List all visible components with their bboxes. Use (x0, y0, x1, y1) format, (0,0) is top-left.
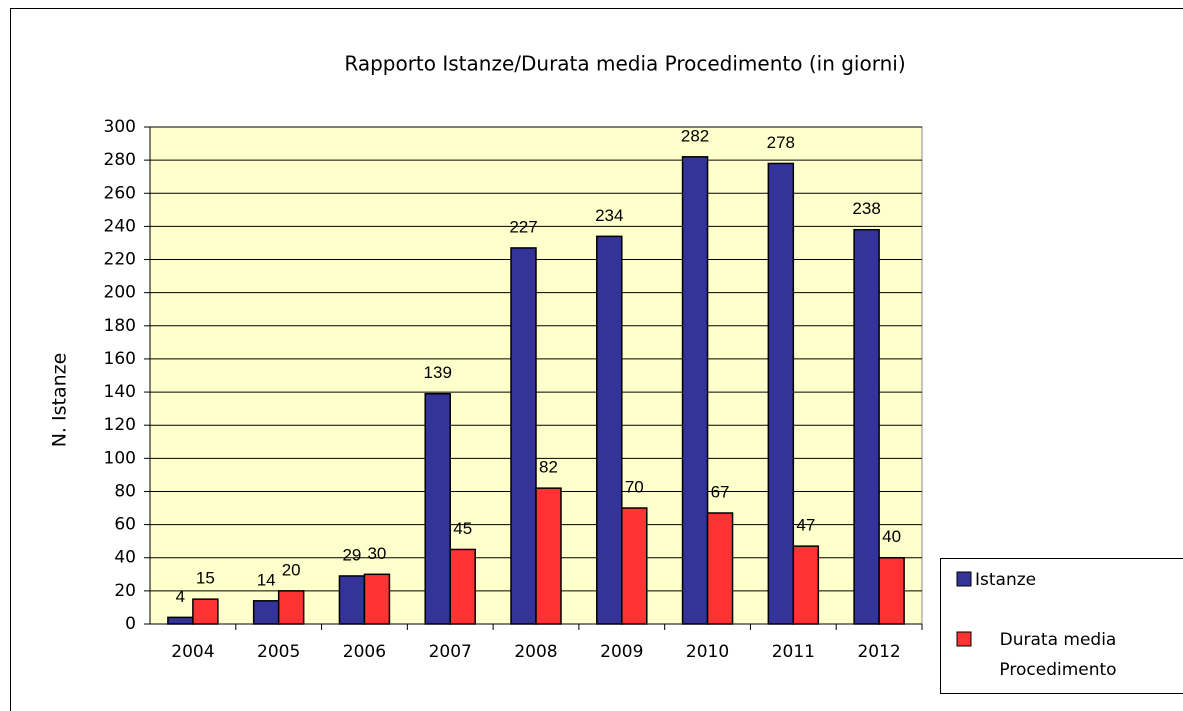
x-tick-label: 2008 (514, 642, 557, 662)
y-tick-label: 300 (104, 117, 136, 137)
x-tick-label: 2004 (171, 642, 214, 662)
value-label: 29 (342, 545, 361, 564)
y-tick-label: 200 (104, 283, 136, 303)
value-label: 227 (509, 217, 537, 236)
x-tick-label: 2005 (257, 642, 300, 662)
value-label: 278 (767, 133, 795, 152)
value-label: 70 (625, 478, 644, 497)
bar (449, 548, 476, 625)
value-label: 238 (852, 199, 880, 218)
legend-swatch (956, 631, 972, 647)
y-tick-label: 0 (125, 614, 136, 634)
bar (681, 156, 709, 625)
bar (363, 573, 391, 625)
x-tick-label: 2012 (857, 642, 900, 662)
bar (192, 598, 219, 625)
bar (510, 247, 537, 625)
bar (252, 600, 280, 625)
bar (167, 616, 194, 625)
x-tick-label: 2010 (686, 642, 729, 662)
value-label: 282 (681, 126, 709, 145)
y-tick-label: 60 (114, 515, 136, 535)
y-tick-label: 120 (104, 415, 136, 435)
bar (767, 162, 795, 625)
bar (706, 512, 734, 625)
value-label: 30 (367, 544, 386, 563)
bar (277, 590, 305, 625)
value-label: 20 (282, 560, 301, 579)
bar (853, 228, 880, 625)
bar (792, 545, 820, 625)
y-tick-label: 180 (104, 316, 136, 336)
x-tick-label: 2011 (772, 642, 815, 662)
value-label: 234 (595, 206, 623, 225)
value-label: 45 (453, 519, 472, 538)
bar (424, 392, 451, 625)
y-tick-label: 100 (104, 448, 136, 468)
y-tick-label: 80 (114, 481, 136, 501)
y-tick-label: 40 (114, 548, 136, 568)
y-tick-label: 140 (104, 382, 136, 402)
value-label: 82 (539, 458, 558, 477)
y-tick-label: 220 (104, 250, 136, 270)
y-tick-label: 280 (104, 150, 136, 170)
legend-item: Istanze (975, 570, 1037, 590)
bar (621, 507, 648, 625)
legend-swatch (956, 571, 972, 587)
legend (940, 558, 1183, 694)
value-label: 4 (176, 587, 185, 606)
value-label: 67 (711, 482, 730, 501)
bar (878, 556, 905, 625)
value-label: 15 (196, 569, 215, 588)
y-tick-label: 160 (104, 349, 136, 369)
value-label: 47 (796, 516, 815, 535)
legend-item: Durata media Procedimento (999, 630, 1117, 680)
x-tick-label: 2006 (343, 642, 386, 662)
bar (596, 235, 623, 625)
chart-title: Rapporto Istanze/Durata media Procedimen… (344, 52, 905, 76)
value-label: 14 (257, 570, 276, 589)
x-tick-label: 2007 (429, 642, 472, 662)
value-label: 40 (882, 527, 901, 546)
y-tick-label: 260 (104, 183, 136, 203)
y-tick-label: 20 (114, 581, 136, 601)
value-label: 139 (424, 363, 452, 382)
bar (338, 575, 366, 625)
bar (535, 487, 562, 625)
x-tick-label: 2009 (600, 642, 643, 662)
y-tick-label: 240 (104, 216, 136, 236)
legend-label: Istanze (975, 570, 1037, 590)
legend-label: Durata media Procedimento (999, 630, 1117, 680)
y-axis-label: N. Istanze (49, 353, 71, 448)
